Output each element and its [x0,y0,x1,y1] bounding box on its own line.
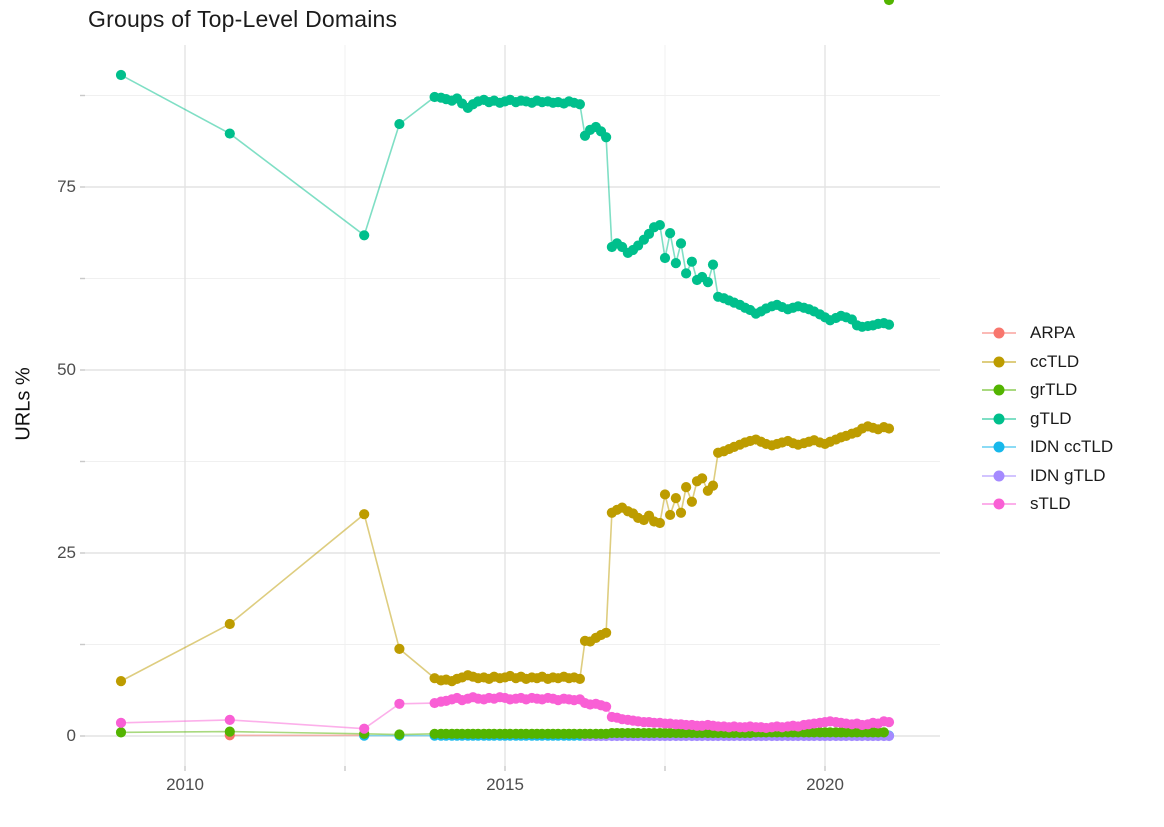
data-point-gtld [654,219,665,231]
legend-key-icon [982,327,1016,339]
chart-title: Groups of Top-Level Domains [88,6,398,32]
data-point-gtld [702,277,713,288]
legend-label: grTLD [1030,380,1078,400]
data-point-stld [394,698,405,709]
legend-key-icon [982,413,1016,425]
legend-item-cctld: ccTLD [981,348,1113,377]
legend-label: sTLD [1030,494,1071,514]
legend-label: ccTLD [1030,351,1080,371]
data-point-cctld [675,507,687,518]
legend-key-icon [982,384,1016,396]
data-point-gtld [707,259,719,270]
legend-label: IDN gTLD [1030,465,1106,485]
legend-label: IDN ccTLD [1030,437,1114,457]
data-point-cctld [697,473,708,484]
legend-item-idn-gtld: IDN gTLD [981,462,1113,491]
data-point-gtld [359,230,370,241]
data-point-grtld [878,727,889,738]
legend-item-gtld: gTLD [981,405,1113,434]
data-point-gtld [601,132,612,143]
x-tick-label: 2010 [166,775,204,794]
y-tick-label: 0 [66,726,76,745]
data-point-grtld [115,727,127,738]
legend: ARPA ccTLD grTLD gTLD IDN ccTLD IDN gTLD sTLD [981,319,1113,519]
data-point-cctld [115,676,127,687]
y-tick-label: 25 [57,543,76,562]
data-point-gtld [665,228,676,239]
data-point-gtld [670,258,681,269]
legend-item-arpa: ARPA [981,319,1113,348]
y-tick-label: 50 [57,360,76,379]
data-point-cctld [665,509,676,521]
data-point-cctld [224,618,235,630]
data-point-gtld [675,238,687,249]
legend-key-icon [982,356,1016,368]
data-point-cctld [686,496,697,507]
data-point-cctld [574,673,585,685]
data-point-cctld [707,480,719,491]
data-point-cctld [654,517,665,529]
data-point-stld [359,723,370,734]
legend-label: ARPA [1030,323,1076,343]
data-point-cctld [670,493,681,504]
data-point-cctld [883,423,895,434]
x-tick-label: 2015 [486,775,524,794]
data-point-stld [883,716,895,728]
legend-item-idn-cctld: IDN ccTLD [981,433,1113,462]
data-point-grtld [883,0,895,6]
y-tick-label: 75 [57,177,76,196]
legend-key-icon [982,470,1016,482]
data-point-gtld [115,69,127,81]
legend-label: gTLD [1030,408,1072,428]
data-point-cctld [359,509,370,520]
legend-item-stld: sTLD [981,490,1113,519]
data-point-cctld [394,643,405,654]
data-point-stld [115,717,127,728]
data-point-gtld [224,128,235,139]
data-point-cctld [601,627,612,638]
data-point-gtld [883,319,895,330]
legend-key-icon [982,441,1016,453]
data-point-cctld [659,489,671,500]
data-point-grtld [224,726,235,737]
data-point-gtld [574,99,585,110]
legend-key-icon [982,498,1016,510]
data-point-grtld [394,729,405,740]
data-point-stld [224,714,235,725]
data-point-gtld [394,118,405,130]
legend-item-grtld: grTLD [981,376,1113,405]
data-point-gtld [681,268,692,279]
data-point-cctld [681,482,692,493]
data-point-gtld [659,252,671,264]
x-tick-label: 2020 [806,775,844,794]
data-point-gtld [686,256,697,267]
data-point-stld [601,701,612,712]
